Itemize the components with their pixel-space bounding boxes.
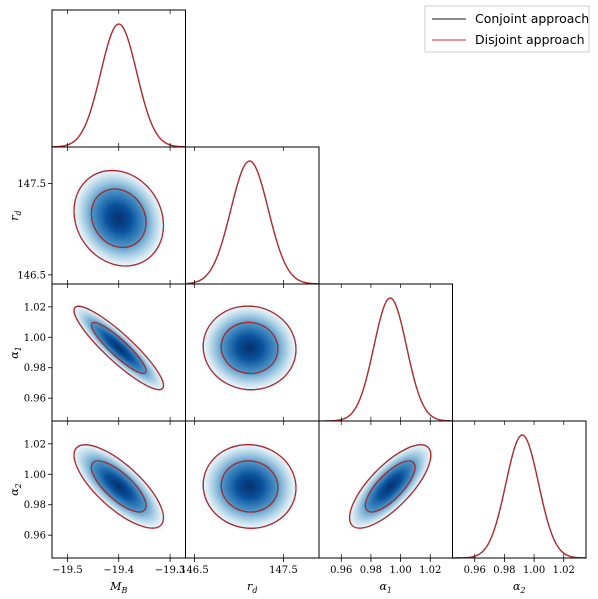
contour-disjoint-1 <box>220 321 279 374</box>
panel-r_d-alpha_1 <box>185 283 320 422</box>
contour-disjoint-2 <box>202 305 297 391</box>
density-shading <box>197 439 302 534</box>
contour-disjoint-2 <box>73 444 164 529</box>
contour-disjoint-2 <box>349 444 432 529</box>
panel-r_d-r_d <box>185 146 320 285</box>
legend: Conjoint approach Disjoint approach <box>424 5 590 53</box>
contour-disjoint-2 <box>73 305 164 391</box>
contour-disjoint-1 <box>90 188 147 248</box>
y-tick-label: 1.02 <box>24 439 46 450</box>
contour-disjoint-1 <box>90 322 147 374</box>
density-shading <box>197 301 302 395</box>
density-shading <box>68 439 169 534</box>
x-tick-label: 0.98 <box>493 565 515 576</box>
x-tick-label: −19.4 <box>103 565 134 576</box>
legend-label-conjoint: Conjoint approach <box>475 11 589 26</box>
marginal-curve-disjoint <box>51 23 186 148</box>
x-tick-label: 0.96 <box>464 565 486 576</box>
x-tick-label: 1.00 <box>389 565 411 576</box>
y-tick-label: 0.96 <box>24 531 46 542</box>
x-tick-label: −19.3 <box>155 565 186 576</box>
corner-panels: 146.5 147.5 rd 0.96 0.98 1.00 1.02 α1 0.96 0.98 1.… <box>8 9 587 595</box>
x-tick-label: 0.96 <box>330 565 352 576</box>
density-layer <box>68 439 169 534</box>
y-tick-label: 0.96 <box>24 394 46 405</box>
contour-disjoint-2 <box>202 444 297 529</box>
contour-disjoint-1 <box>364 460 416 513</box>
x-tick-label: 1.00 <box>523 565 545 576</box>
x-axis-label: α2 <box>513 580 526 595</box>
panel-alpha_2-alpha_2: 0.96 0.98 1.00 1.02 α2 <box>452 420 587 595</box>
y-axis-label: α1 <box>8 346 23 359</box>
y-tick-label: 1.02 <box>24 302 46 313</box>
density-layer <box>197 301 302 395</box>
y-tick-label: 1.00 <box>24 333 46 344</box>
density-shading <box>344 439 436 534</box>
density-layer <box>344 439 436 534</box>
x-tick-label: 1.02 <box>553 565 575 576</box>
density-layer <box>197 439 302 534</box>
x-tick-label: 1.02 <box>419 565 441 576</box>
x-tick-label: 0.98 <box>360 565 382 576</box>
panel-background <box>52 10 186 147</box>
y-tick-label: 0.98 <box>24 500 46 511</box>
contour-disjoint-1 <box>90 460 147 513</box>
contour-disjoint-2 <box>73 170 164 267</box>
y-axis-label: rd <box>8 210 23 220</box>
density-shading <box>68 301 169 395</box>
panel-r_d-alpha_2: 146.5 147.5 rd <box>180 420 320 595</box>
panel-alpha_1-alpha_1 <box>318 283 453 422</box>
y-tick-label: 1.00 <box>24 470 46 481</box>
legend-frame <box>424 5 590 53</box>
legend-label-disjoint: Disjoint approach <box>475 32 585 47</box>
density-layer <box>68 301 169 395</box>
contour-disjoint-1 <box>220 460 279 513</box>
x-tick-label: 146.5 <box>180 565 209 576</box>
y-tick-label: 147.5 <box>17 179 46 190</box>
marginal-curve-disjoint <box>185 160 320 285</box>
x-axis-label: rd <box>247 580 257 595</box>
y-tick-label: 0.98 <box>24 363 46 374</box>
panel-M_B-alpha_1: 0.96 0.98 1.00 1.02 α1 <box>8 283 186 422</box>
x-tick-label: −19.5 <box>52 565 83 576</box>
y-axis-label: α2 <box>8 483 23 496</box>
panel-alpha_1-alpha_2: 0.96 0.98 1.00 1.02 α1 <box>318 420 453 595</box>
panel-M_B-alpha_2: 0.96 0.98 1.00 1.02 α2 −19.5 −19.4 −19.3 MB <box>8 420 186 595</box>
panel-M_B-r_d: 146.5 147.5 rd <box>8 146 186 285</box>
y-tick-label: 146.5 <box>17 270 46 281</box>
panel-background <box>185 147 319 284</box>
panel-M_B-M_B <box>51 9 186 148</box>
density-layer <box>68 164 169 272</box>
x-tick-label: 147.5 <box>269 565 298 576</box>
panel-background <box>452 421 586 558</box>
panel-background <box>319 284 453 421</box>
panel-frame <box>452 420 587 559</box>
x-axis-label: α1 <box>379 580 392 595</box>
x-axis-label: MB <box>109 580 127 595</box>
density-shading <box>68 164 169 272</box>
